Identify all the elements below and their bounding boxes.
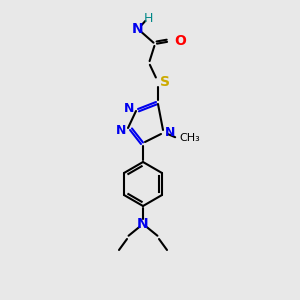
Text: N: N <box>137 217 149 231</box>
Text: CH₃: CH₃ <box>179 133 200 143</box>
Text: N: N <box>132 22 144 36</box>
Text: H: H <box>143 11 153 25</box>
Text: N: N <box>165 125 175 139</box>
Text: N: N <box>124 103 134 116</box>
Text: S: S <box>160 75 170 89</box>
Text: N: N <box>116 124 126 136</box>
Text: O: O <box>174 34 186 48</box>
